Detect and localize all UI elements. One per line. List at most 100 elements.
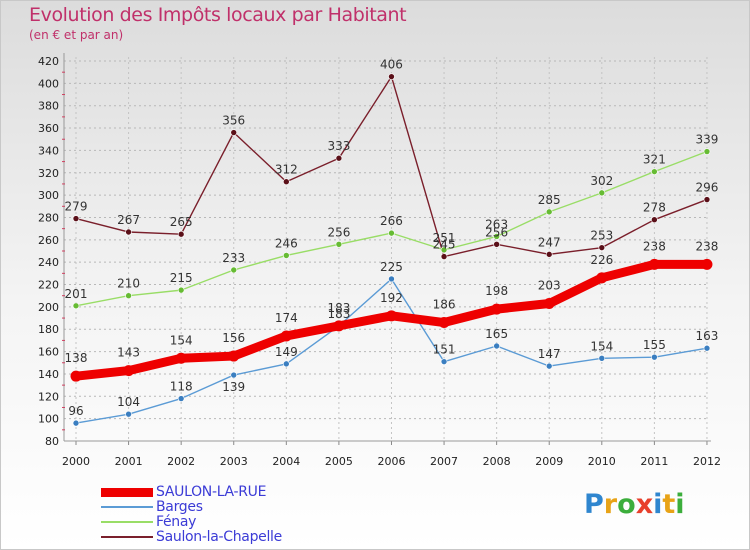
data-label-saulon-la-rue: 192 bbox=[380, 291, 403, 305]
x-tick-label: 2000 bbox=[62, 455, 90, 468]
data-label-saulon-la-rue: 154 bbox=[170, 333, 193, 347]
data-label-saulon-la-rue: 186 bbox=[433, 298, 456, 312]
data-label-saulon-la-chapelle: 312 bbox=[275, 163, 298, 177]
data-label-fenay: 285 bbox=[538, 193, 561, 207]
data-point-fenay bbox=[335, 240, 343, 248]
y-tick-label: 260 bbox=[38, 234, 59, 247]
y-tick-label: 200 bbox=[38, 301, 59, 314]
legend-label: Barges bbox=[156, 499, 203, 515]
data-point-saulon-la-rue bbox=[438, 317, 450, 329]
data-point-saulon-la-rue bbox=[175, 352, 187, 364]
y-tick-label: 160 bbox=[38, 346, 59, 359]
data-point-saulon-la-chapelle bbox=[177, 230, 185, 238]
data-point-saulon-la-rue bbox=[123, 365, 135, 377]
data-label-fenay: 201 bbox=[65, 287, 88, 301]
data-label-barges: 139 bbox=[222, 380, 245, 394]
data-point-saulon-la-chapelle bbox=[335, 154, 343, 162]
data-label-saulon-la-chapelle: 253 bbox=[590, 229, 613, 243]
data-label-barges: 163 bbox=[696, 329, 719, 343]
logo-letter: i bbox=[675, 489, 685, 520]
series-group bbox=[70, 73, 713, 427]
data-label-saulon-la-chapelle: 256 bbox=[485, 225, 508, 239]
logo-letter: i bbox=[653, 489, 663, 520]
data-point-barges bbox=[493, 342, 500, 350]
data-point-saulon-la-rue bbox=[385, 310, 397, 322]
data-label-saulon-la-rue: 156 bbox=[222, 331, 245, 345]
data-point-saulon-la-chapelle bbox=[598, 244, 606, 251]
data-label-saulon-la-chapelle: 356 bbox=[222, 114, 245, 128]
data-label-barges: 165 bbox=[485, 327, 508, 341]
data-point-barges bbox=[703, 344, 711, 352]
data-label-barges: 147 bbox=[538, 347, 561, 361]
x-tick-label: 2011 bbox=[640, 455, 668, 468]
legend-label: Fénay bbox=[156, 514, 197, 530]
data-label-fenay: 233 bbox=[222, 251, 245, 265]
data-point-fenay bbox=[230, 266, 238, 274]
data-label-barges: 96 bbox=[68, 404, 83, 418]
data-point-barges bbox=[283, 360, 290, 368]
data-point-saulon-la-rue bbox=[228, 350, 240, 362]
data-point-fenay bbox=[493, 233, 500, 240]
y-tick-label: 180 bbox=[38, 323, 59, 336]
data-label-fenay: 215 bbox=[170, 271, 193, 285]
data-point-barges bbox=[72, 419, 80, 427]
data-point-barges bbox=[598, 354, 606, 362]
y-tick-label: 360 bbox=[38, 122, 59, 135]
data-label-fenay: 256 bbox=[327, 225, 350, 239]
data-point-saulon-la-chapelle bbox=[125, 228, 132, 236]
legend-label: SAULON-LA-RUE bbox=[156, 484, 267, 500]
data-label-saulon-la-chapelle: 406 bbox=[380, 58, 403, 72]
legend-label: Saulon-la-Chapelle bbox=[156, 529, 282, 545]
data-point-saulon-la-rue bbox=[596, 272, 608, 284]
data-label-saulon-la-rue: 238 bbox=[696, 239, 719, 253]
y-tick-label: 80 bbox=[45, 435, 59, 448]
y-tick-label: 300 bbox=[38, 189, 59, 202]
legend-swatch bbox=[101, 536, 153, 538]
y-tick-label: 220 bbox=[38, 279, 59, 292]
x-tick-label: 2003 bbox=[220, 455, 248, 468]
data-point-fenay bbox=[125, 292, 132, 300]
data-point-fenay bbox=[177, 286, 185, 294]
proxiti-logo: Proxiti bbox=[584, 489, 685, 520]
data-label-barges: 155 bbox=[643, 338, 666, 352]
logo-letter: P bbox=[584, 489, 604, 520]
y-tick-label: 240 bbox=[38, 256, 59, 269]
legend-swatch bbox=[101, 521, 153, 523]
data-label-saulon-la-rue: 138 bbox=[65, 351, 88, 365]
data-point-saulon-la-chapelle bbox=[283, 178, 290, 186]
data-point-barges bbox=[651, 353, 658, 361]
data-label-saulon-la-chapelle: 296 bbox=[696, 181, 719, 195]
data-point-saulon-la-chapelle bbox=[440, 253, 448, 260]
data-label-saulon-la-rue: 203 bbox=[538, 279, 561, 293]
legend-swatch bbox=[101, 506, 153, 508]
data-point-fenay bbox=[703, 148, 711, 155]
data-label-saulon-la-rue: 198 bbox=[485, 284, 508, 298]
data-point-saulon-la-chapelle bbox=[72, 215, 80, 222]
grid bbox=[64, 57, 709, 442]
data-point-saulon-la-rue bbox=[491, 303, 503, 315]
y-tick-label: 280 bbox=[38, 211, 59, 224]
data-label-saulon-la-chapelle: 278 bbox=[643, 201, 666, 215]
data-point-fenay bbox=[283, 252, 290, 259]
data-label-fenay: 210 bbox=[117, 277, 140, 291]
data-point-fenay bbox=[598, 189, 606, 197]
x-tick-label: 2004 bbox=[272, 455, 300, 468]
legend-swatch bbox=[101, 488, 153, 497]
data-label-fenay: 246 bbox=[275, 236, 298, 250]
data-point-saulon-la-rue bbox=[333, 320, 345, 332]
y-tick-label: 420 bbox=[38, 55, 59, 68]
y-tick-label: 340 bbox=[38, 144, 59, 157]
data-label-barges: 118 bbox=[170, 380, 193, 394]
data-point-barges bbox=[440, 358, 448, 365]
data-point-saulon-la-rue bbox=[70, 370, 82, 382]
data-point-saulon-la-rue bbox=[648, 258, 660, 270]
data-point-barges bbox=[545, 362, 553, 370]
data-label-fenay: 251 bbox=[433, 231, 456, 245]
data-label-barges: 104 bbox=[117, 395, 140, 409]
data-point-fenay bbox=[545, 208, 553, 216]
logo-letter: t bbox=[662, 489, 676, 520]
x-tick-label: 2008 bbox=[483, 455, 511, 468]
data-label-barges: 151 bbox=[433, 343, 456, 357]
y-tick-label: 380 bbox=[38, 100, 59, 113]
